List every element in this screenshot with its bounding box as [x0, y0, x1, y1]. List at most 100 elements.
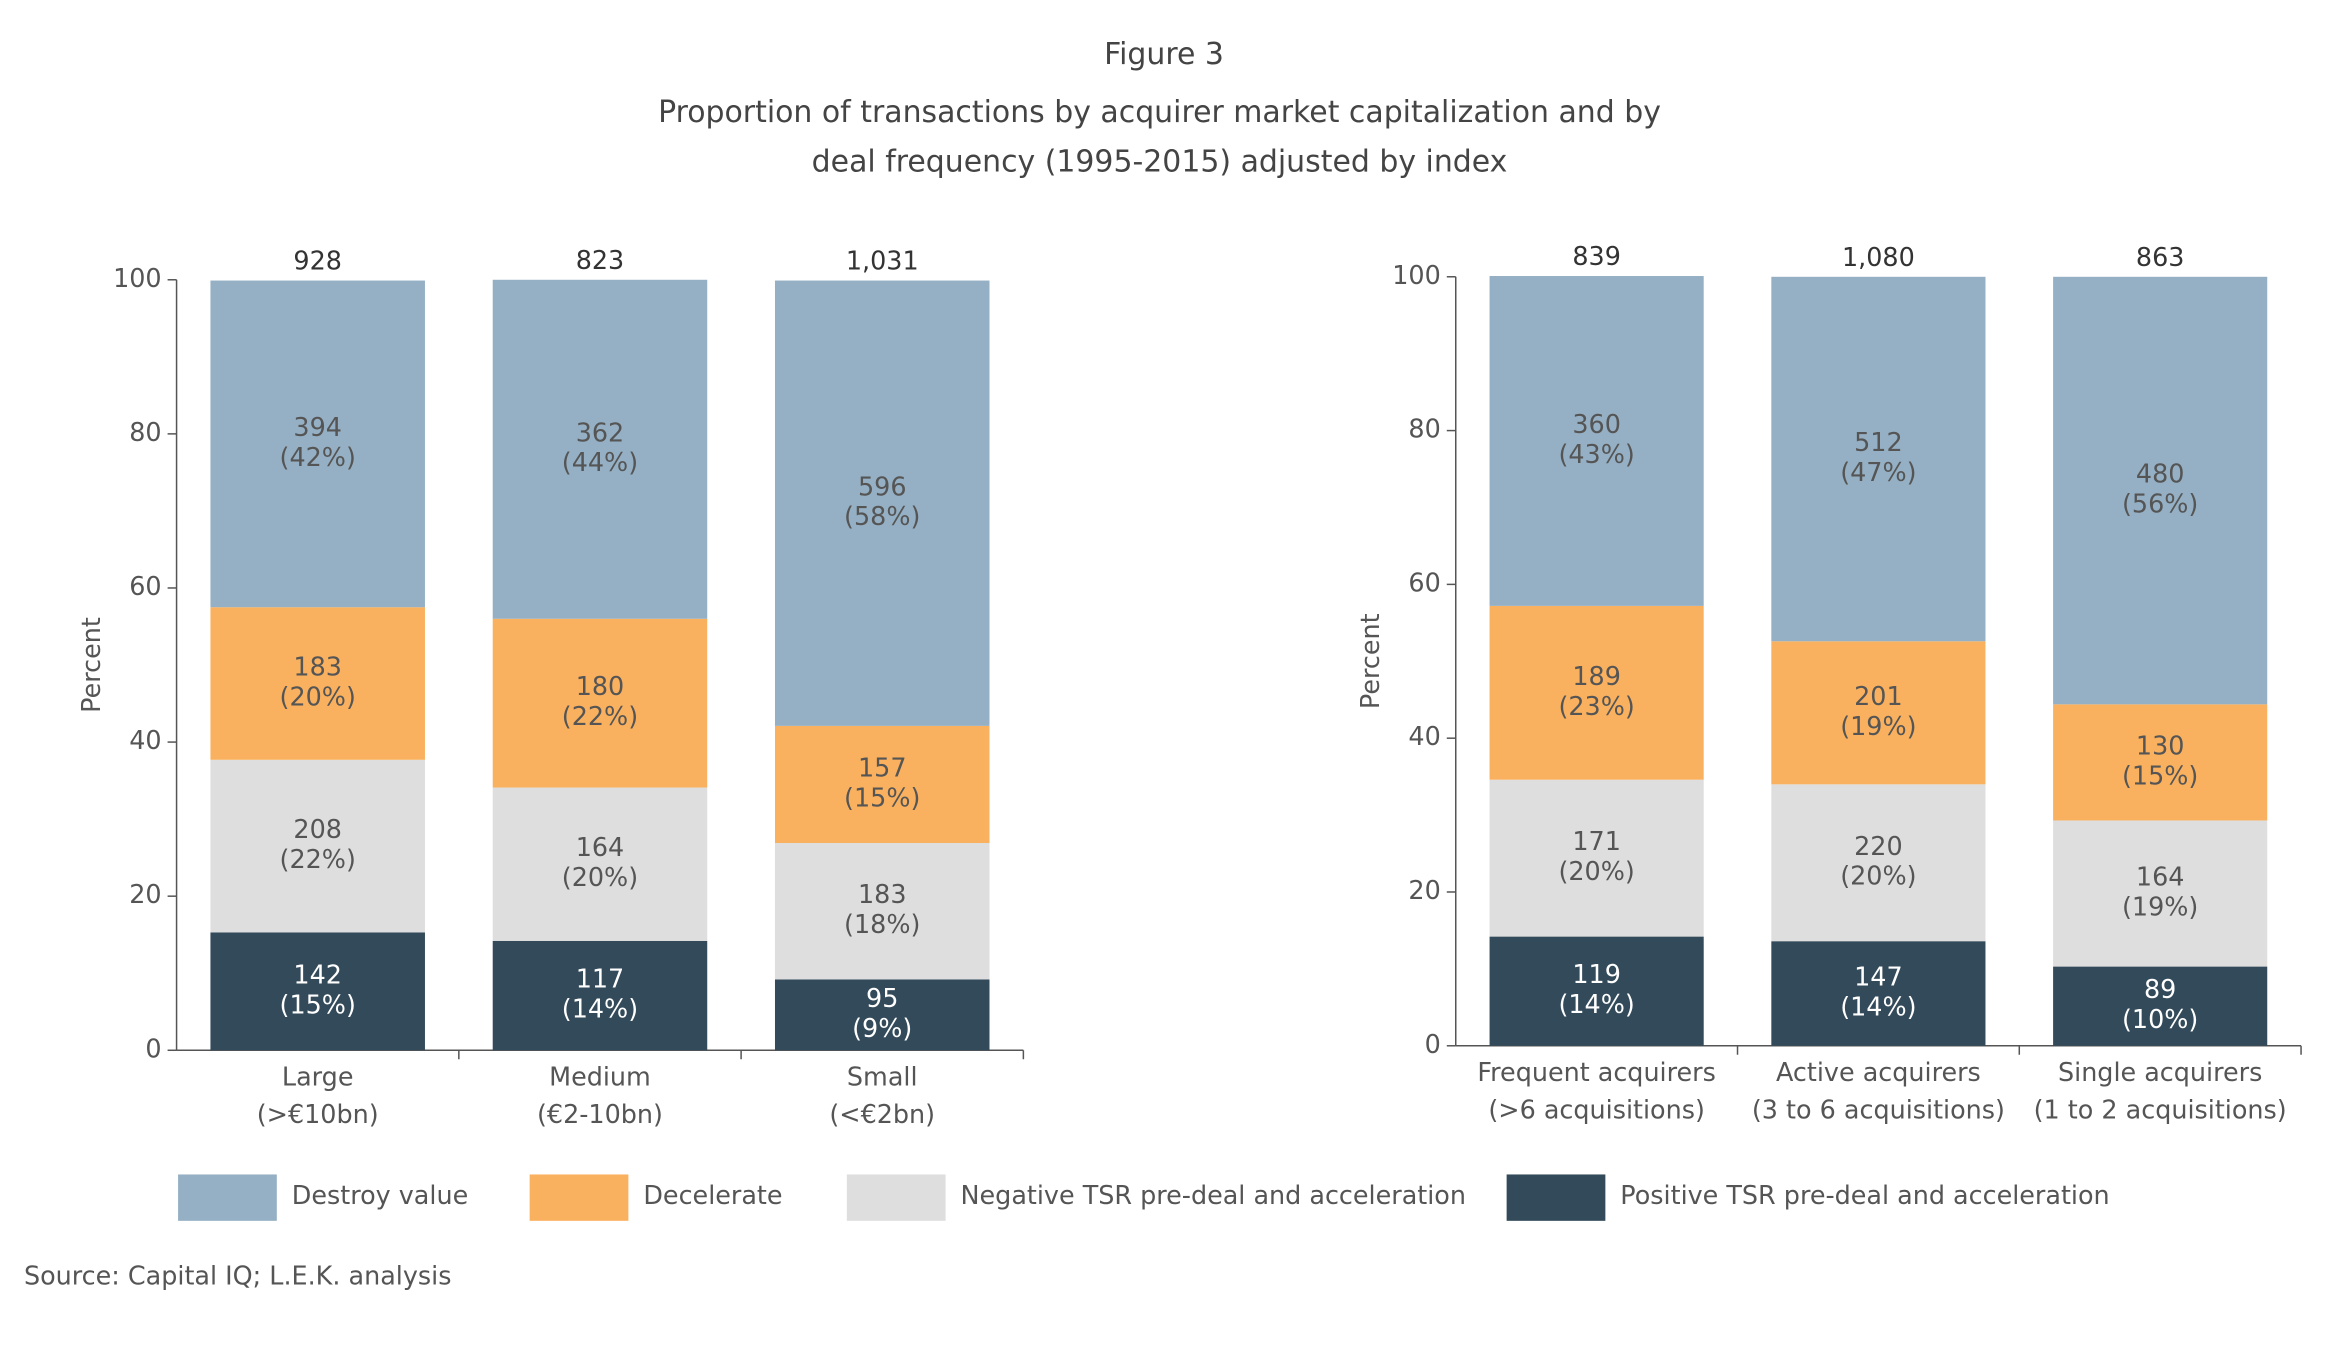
segment-percent: (15%) — [280, 989, 356, 1019]
segment-percent: (20%) — [1558, 856, 1634, 886]
segment-percent: (14%) — [1558, 989, 1634, 1019]
segment-count: 596 — [858, 471, 907, 501]
y-tick-label: 0 — [1425, 1029, 1441, 1059]
x-tick-label: Single acquirers — [2058, 1057, 2262, 1087]
y-tick-label: 100 — [1392, 260, 1441, 290]
bar-segment — [210, 607, 425, 760]
y-axis-label: Percent — [76, 617, 106, 713]
legend-label: Negative TSR pre-deal and acceleration — [961, 1180, 1466, 1210]
x-tick-label: (1 to 2 acquisitions) — [2034, 1095, 2287, 1125]
y-tick-label: 0 — [145, 1033, 161, 1063]
y-tick-label: 80 — [1408, 414, 1440, 444]
segment-count: 95 — [866, 983, 898, 1013]
segment-count: 164 — [2136, 862, 2185, 892]
segment-percent: (58%) — [844, 501, 920, 531]
segment-count: 183 — [293, 652, 342, 682]
bar-total: 863 — [2136, 242, 2185, 272]
segment-count: 512 — [1854, 427, 1903, 457]
segment-percent: (20%) — [1840, 861, 1916, 891]
bar-total: 823 — [576, 245, 625, 275]
segment-percent: (23%) — [1558, 691, 1634, 721]
segment-count: 362 — [576, 417, 625, 447]
bar-total: 839 — [1572, 241, 1621, 271]
segment-count: 157 — [858, 752, 907, 782]
segment-count: 89 — [2144, 974, 2176, 1004]
segment-percent: (15%) — [844, 782, 920, 812]
bar-segment — [1489, 605, 1704, 780]
segment-count: 130 — [2136, 730, 2185, 760]
bar-segment — [774, 725, 990, 844]
x-tick-label: (>€10bn) — [257, 1099, 379, 1129]
bar-segment — [210, 932, 425, 1051]
segment-count: 119 — [1572, 959, 1621, 989]
x-tick-label: Active acquirers — [1776, 1057, 1981, 1087]
bar-segment — [210, 280, 425, 608]
segment-count: 147 — [1854, 962, 1903, 992]
bar-total: 1,080 — [1842, 242, 1915, 272]
segment-count: 394 — [293, 412, 342, 442]
bar-segment — [774, 843, 990, 980]
bar-segment — [492, 787, 708, 941]
bar-segment — [1771, 276, 1986, 642]
segment-percent: (56%) — [2122, 489, 2198, 519]
figure-label: Figure 3 — [1104, 37, 1224, 72]
y-tick-label: 40 — [129, 725, 161, 755]
bar-segment — [1771, 641, 1986, 785]
bar-total: 1,031 — [846, 246, 919, 276]
segment-percent: (15%) — [2122, 760, 2198, 790]
segment-percent: (14%) — [1840, 991, 1916, 1021]
segment-percent: (10%) — [2122, 1004, 2198, 1034]
segment-percent: (20%) — [280, 681, 356, 711]
segment-count: 208 — [293, 814, 342, 844]
bar-segment — [1771, 784, 1986, 942]
source: Source: Capital IQ; L.E.K. analysis — [24, 1261, 451, 1291]
legend-swatch — [846, 1174, 946, 1221]
segment-percent: (43%) — [1558, 439, 1634, 469]
bar-total: 928 — [293, 246, 342, 276]
x-tick-label: (€2-10bn) — [537, 1099, 663, 1129]
segment-percent: (9%) — [852, 1013, 912, 1043]
segment-count: 142 — [293, 959, 342, 989]
segment-count: 164 — [576, 832, 625, 862]
bar-segment — [492, 279, 708, 619]
bar-segment — [492, 940, 708, 1051]
bar-segment — [210, 759, 425, 933]
legend-swatch — [178, 1174, 277, 1221]
x-tick-label: Medium — [549, 1062, 651, 1092]
bar-segment — [492, 618, 708, 788]
segment-count: 180 — [576, 671, 625, 701]
x-tick-label: (<€2bn) — [829, 1099, 935, 1129]
segment-percent: (47%) — [1840, 457, 1916, 487]
segment-percent: (18%) — [844, 909, 920, 939]
x-tick-label: (>6 acquisitions) — [1488, 1095, 1705, 1125]
y-tick-label: 60 — [1408, 567, 1440, 597]
y-tick-label: 40 — [1408, 721, 1440, 751]
y-tick-label: 20 — [129, 879, 161, 909]
bar-segment — [1489, 779, 1704, 937]
legend-label: Positive TSR pre-deal and acceleration — [1620, 1180, 2109, 1210]
segment-count: 201 — [1854, 681, 1903, 711]
segment-count: 117 — [576, 964, 625, 994]
bar-segment — [2053, 276, 2268, 705]
segment-percent: (22%) — [280, 844, 356, 874]
segment-count: 360 — [1572, 409, 1621, 439]
bar-segment — [1489, 276, 1704, 606]
x-tick-label: Frequent acquirers — [1477, 1057, 1715, 1087]
y-tick-label: 60 — [129, 571, 161, 601]
segment-percent: (20%) — [562, 862, 638, 892]
legend-label: Destroy value — [292, 1180, 468, 1210]
segment-count: 480 — [2136, 459, 2185, 489]
bar-segment — [1771, 941, 1986, 1046]
segment-percent: (22%) — [562, 701, 638, 731]
bar-segment — [2053, 820, 2268, 967]
y-tick-label: 20 — [1408, 875, 1440, 905]
legend-swatch — [1506, 1174, 1606, 1221]
bar-segment — [774, 280, 990, 726]
segment-percent: (44%) — [562, 447, 638, 477]
segment-count: 189 — [1572, 661, 1621, 691]
bar-segment — [774, 979, 990, 1051]
title-line: Proportion of transactions by acquirer m… — [658, 95, 1661, 130]
segment-count: 183 — [858, 879, 907, 909]
x-tick-label: Large — [282, 1062, 354, 1092]
